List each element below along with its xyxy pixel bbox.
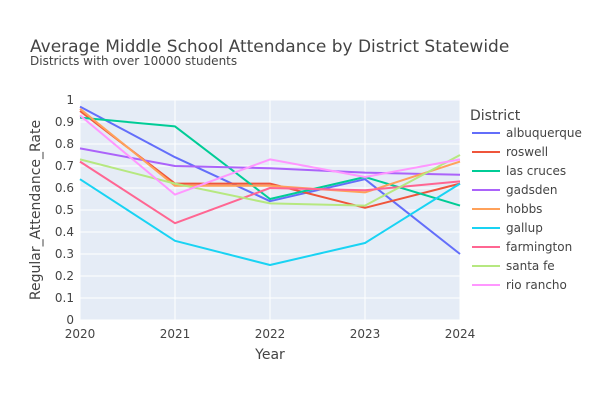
y-tick-label: 0.1 [55,291,74,305]
y-tick-label: 0.3 [55,247,74,261]
y-tick-label: 0.4 [55,225,74,239]
y-tick-label: 0.8 [55,137,74,151]
series-line-albuquerque [79,105,461,255]
legend: District albuquerque roswell las cruces gad… [470,108,582,292]
series-line-santa-fe [79,154,461,207]
chart-title: Average Middle School Attendance by Dist… [30,37,509,57]
y-tick-label: 0 [66,313,74,327]
y-tick-label: 1 [66,93,74,107]
legend-item[interactable]: las cruces [472,164,566,178]
legend-label: las cruces [506,164,566,178]
legend-label: santa fe [506,259,555,273]
x-axis-title: Year [254,347,285,363]
series-lines [79,105,461,266]
x-tick-label: 2021 [160,327,191,341]
y-tick-label: 0.2 [55,269,74,283]
legend-item[interactable]: santa fe [472,259,555,273]
x-tick-label: 2024 [445,327,476,341]
y-axis-title: Regular_Attendance_Rate [28,120,44,300]
legend-label: gallup [506,221,543,235]
y-tick-label: 0.9 [55,115,74,129]
y-axis-ticks: 0 0.1 0.2 0.3 0.4 0.5 0.6 0.7 0.8 0.9 1 [55,93,74,327]
legend-item[interactable]: farmington [472,240,572,254]
series-line-gallup [79,178,461,266]
x-tick-label: 2023 [350,327,381,341]
legend-title: District [470,108,521,124]
legend-item[interactable]: rio rancho [472,278,567,292]
legend-label: hobbs [506,202,542,216]
series-line-hobbs [79,108,461,194]
legend-item[interactable]: hobbs [472,202,542,216]
chart-subtitle: Districts with over 10000 students [30,54,237,68]
y-tick-label: 0.7 [55,159,74,173]
legend-item[interactable]: gadsden [472,183,557,197]
legend-label: gadsden [506,183,557,197]
legend-item[interactable]: roswell [472,145,548,159]
y-tick-label: 0.5 [55,203,74,217]
legend-label: albuquerque [506,126,582,140]
legend-item[interactable]: gallup [472,221,543,235]
x-axis-ticks: 2020 2021 2022 2023 2024 [65,327,476,341]
legend-label: farmington [506,240,572,254]
legend-label: roswell [506,145,548,159]
legend-label: rio rancho [506,278,567,292]
series-line-farmington [79,160,461,225]
x-tick-label: 2022 [255,327,286,341]
y-tick-label: 0.6 [55,181,74,195]
series-line-rio-rancho [79,114,461,196]
x-tick-label: 2020 [65,327,96,341]
legend-item[interactable]: albuquerque [472,126,582,140]
